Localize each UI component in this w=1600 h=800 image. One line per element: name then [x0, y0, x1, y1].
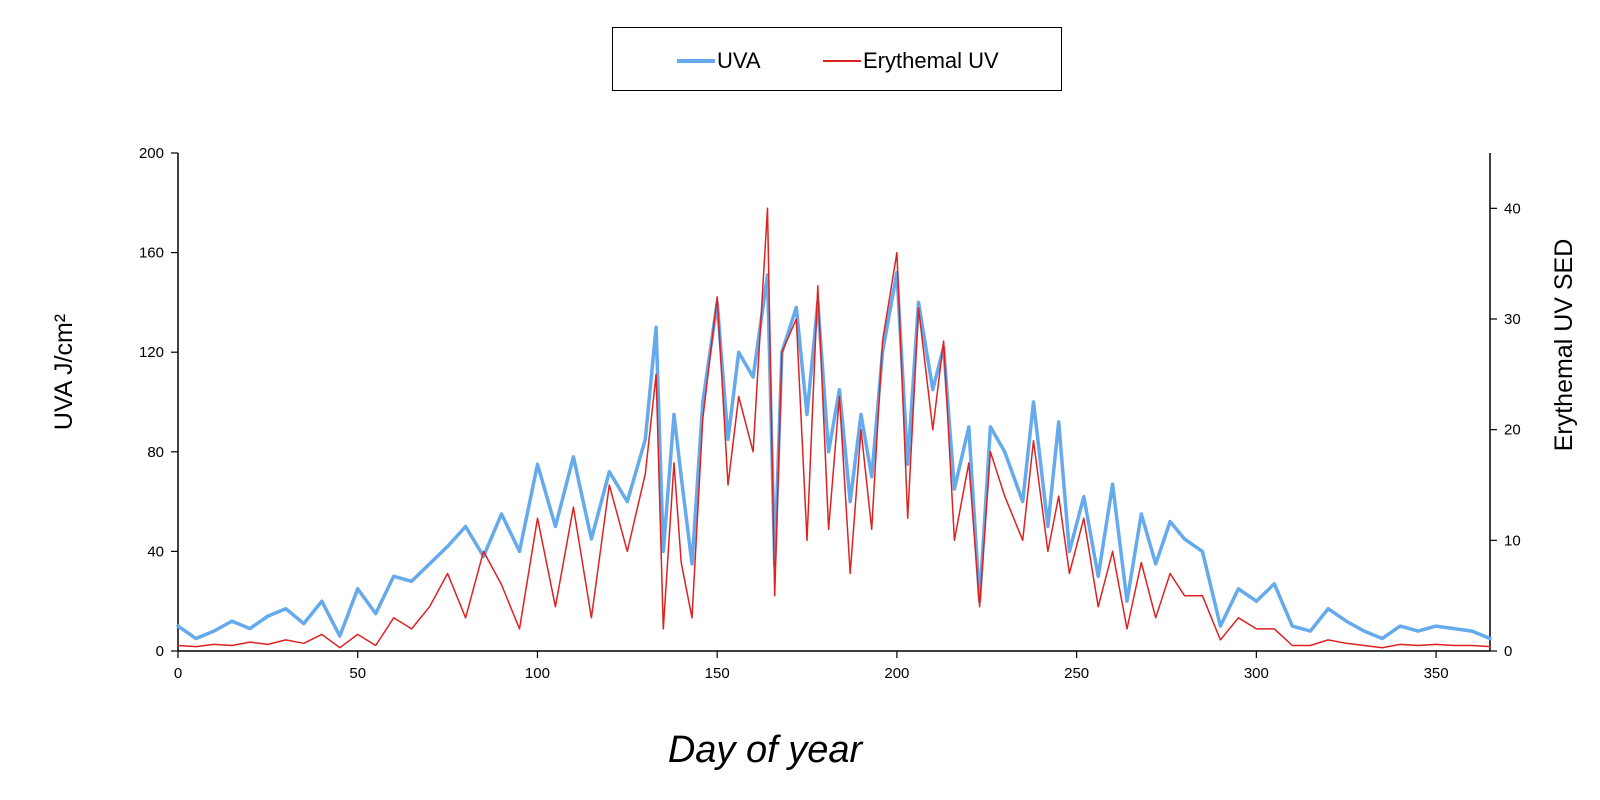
- y-left-tick-label: 120: [139, 344, 164, 361]
- y-left-tick-label: 80: [147, 444, 164, 461]
- series-line-erythemal-uv: [177, 207, 1491, 649]
- x-tick-label: 250: [1064, 665, 1089, 682]
- series-lines: [176, 207, 1492, 649]
- legend-item-erythemal: Erythemal UV: [823, 48, 999, 74]
- y-left-tick-label: 200: [139, 145, 164, 162]
- legend-swatch-erythemal: [823, 60, 861, 62]
- x-tick-label: 0: [174, 665, 182, 682]
- series-line-uva: [176, 270, 1492, 641]
- x-axis-title: Day of year: [668, 729, 864, 771]
- x-tick-label: 100: [525, 665, 550, 682]
- legend-label-uva: UVA: [717, 48, 761, 73]
- legend-swatch-uva: [677, 59, 715, 63]
- axes: 0 50 100 150 200 250 300 350 0 40 80 120 160 200 0 10 20…: [139, 145, 1521, 682]
- x-tick-label: 300: [1244, 665, 1269, 682]
- y-left-tick-label: 40: [147, 543, 164, 560]
- x-tick-label: 50: [349, 665, 366, 682]
- y-right-tick-label: 40: [1504, 200, 1521, 217]
- y-left-tick-label: 160: [139, 245, 164, 262]
- y-right-tick-label: 0: [1504, 643, 1512, 660]
- legend-item-uva: UVA: [677, 48, 761, 74]
- x-tick-label: 350: [1424, 665, 1449, 682]
- x-tick-label: 200: [884, 665, 909, 682]
- y-right-tick-label: 30: [1504, 311, 1521, 328]
- y-axis-right-title: Erythemal UV SED: [1550, 239, 1578, 452]
- legend-label-erythemal: Erythemal UV: [863, 48, 999, 73]
- y-right-tick-label: 20: [1504, 422, 1521, 439]
- y-left-tick-label: 0: [156, 643, 164, 660]
- y-right-tick-label: 10: [1504, 532, 1521, 549]
- x-tick-label: 150: [705, 665, 730, 682]
- legend: UVA Erythemal UV: [612, 27, 1062, 91]
- y-axis-left-title: UVA J/cm²: [50, 314, 78, 430]
